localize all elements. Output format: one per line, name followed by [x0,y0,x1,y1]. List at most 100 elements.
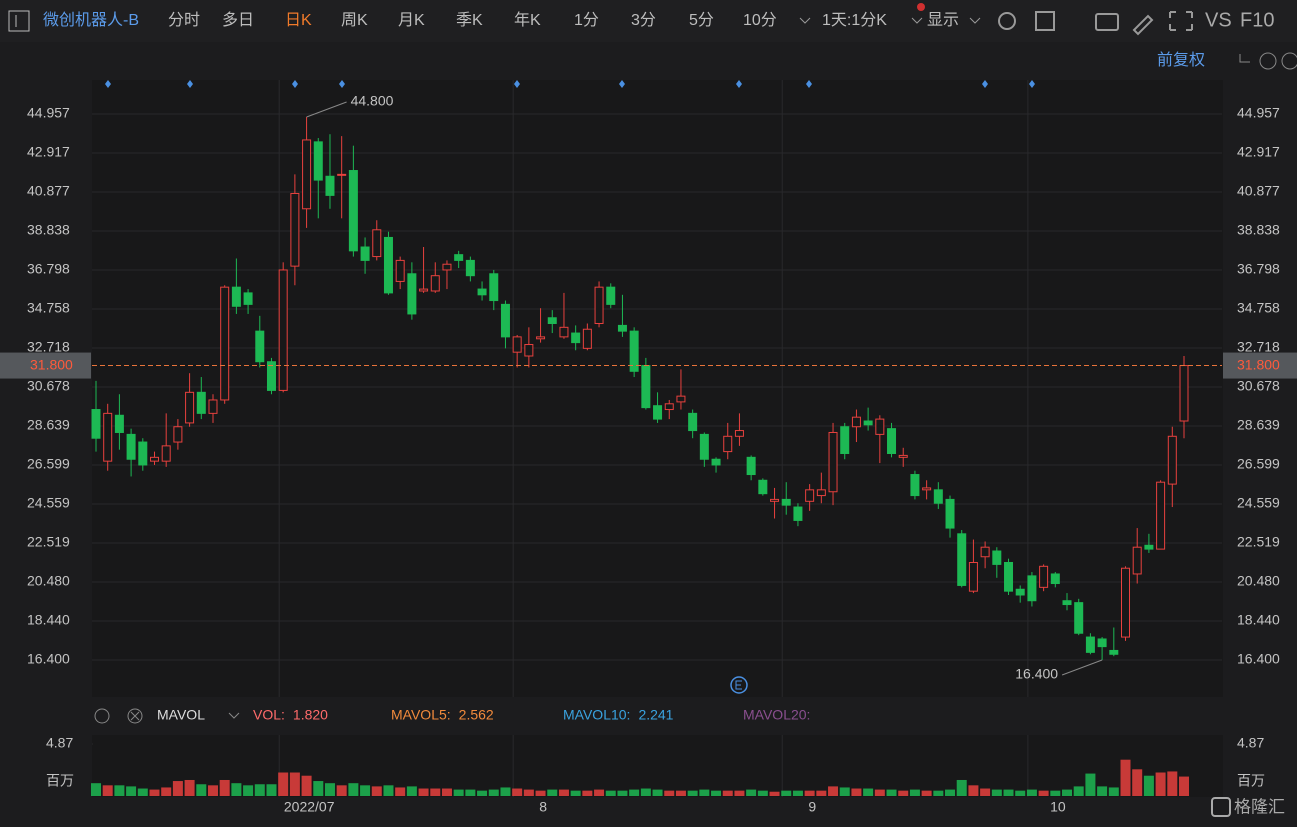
candle-body [992,550,1002,565]
volume-bar [617,790,628,796]
checkbox-icon[interactable] [1035,11,1055,31]
y-tick-label: 30.678 [27,378,70,394]
zoom-in[interactable] [1281,52,1297,70]
y-tick-label-right: 16.400 [1237,651,1280,667]
volume-bar [488,789,499,796]
volume-bar [371,786,382,796]
vol-chevron [228,712,240,719]
candle-body [524,344,534,357]
volume-bar [781,790,792,796]
candle-body [641,365,651,409]
tab[interactable]: 年K [514,11,541,29]
volume-bar [886,789,897,796]
menu-icon[interactable] [8,10,30,32]
y-tick-label: 24.559 [27,495,70,511]
candle-body [185,391,195,424]
camera-icon[interactable] [1095,13,1119,31]
y-tick-label-right: 28.639 [1237,417,1280,433]
volume-bar [828,786,839,796]
vol-settings[interactable] [94,708,110,724]
volume-bar [664,790,675,796]
volume-bar [605,790,616,796]
candle-body [1062,600,1072,606]
y-tick-label: 26.599 [27,456,70,472]
tab[interactable]: 日K [285,12,312,29]
vol-legend-name: MAVOL20: [743,707,810,723]
tab[interactable]: 分时 [168,11,200,29]
plot-bg [92,80,1223,697]
zoom-out[interactable] [1259,52,1277,70]
candle-body [629,330,639,372]
x-tick-label: 2022/07 [284,799,335,815]
candle-body [594,286,604,324]
reset-icon[interactable] [1239,54,1250,63]
candle-body [442,263,452,271]
fullscreen-icon[interactable] [1169,11,1193,31]
candle-body [1039,565,1049,588]
y-tick-label: 32.718 [27,339,70,355]
volume-bar [1050,790,1061,796]
candle-body [313,141,323,181]
tab[interactable]: 季K [456,11,483,29]
candle-body [278,269,288,391]
y-tick-label-right: 36.798 [1237,261,1280,277]
settings-icon[interactable] [998,12,1016,30]
volume-bar [851,788,862,796]
vol-tick-label: 4.87 [46,735,73,751]
logo [1211,797,1231,817]
candle-body [781,498,791,506]
y-tick-label-right: 44.957 [1237,105,1280,121]
candle-body [1015,588,1025,596]
tab[interactable]: 周K [341,12,368,29]
tab[interactable]: 多日 [222,11,254,29]
tab[interactable]: 10分 [743,11,777,29]
candle-body [1050,573,1060,585]
volume-bar [196,784,207,796]
candle-body [231,286,241,307]
x-tick-label: 10 [1050,799,1066,815]
y-tick-label: 22.519 [27,534,70,550]
candle-body [91,409,101,439]
candle-body [793,506,803,521]
tab[interactable]: 3分 [631,11,656,29]
vol-close[interactable] [127,708,143,724]
volume-bar [746,789,757,796]
volume-bar [991,789,1002,796]
tab[interactable]: 月K [398,12,425,29]
candle-body [816,489,826,497]
candle-body [348,170,358,252]
f10-button[interactable]: F10 [1240,9,1274,31]
adjust-button[interactable]: 前复权 [1157,51,1205,69]
display-menu[interactable]: 显示 [927,12,959,29]
y-tick-label: 38.838 [27,222,70,238]
candle-body [1132,546,1142,575]
vol-legend-value: 1.820 [293,707,328,723]
candle-body [957,533,967,586]
volume-bar [406,786,417,796]
event-markers [105,80,1035,88]
candle-body [1027,575,1037,602]
event-e-icon[interactable] [730,676,748,694]
notify-dot [917,3,925,11]
candle-body [582,328,592,349]
candle-body [126,433,136,460]
candle-body [851,416,861,428]
stock-name[interactable]: 微创机器人-B [43,11,139,29]
volume-bar [324,783,335,796]
volume-bar [769,791,780,796]
volume-bar [558,789,569,796]
candle-body [922,487,932,491]
vs-button[interactable]: VS [1205,9,1232,31]
period-selector[interactable]: 1天:1分K [822,11,887,29]
tab[interactable]: 1分 [574,11,599,29]
vol-legend-name: VOL: [253,707,285,723]
candle-body [1121,567,1131,638]
pen-icon[interactable] [1132,14,1154,36]
volume-bar [219,779,230,796]
tab[interactable]: 5分 [689,11,714,29]
volume-bar [348,783,359,796]
candle-body [477,288,487,296]
candle-body [653,405,663,420]
candle-body [536,336,546,340]
volume-bar [839,787,850,796]
